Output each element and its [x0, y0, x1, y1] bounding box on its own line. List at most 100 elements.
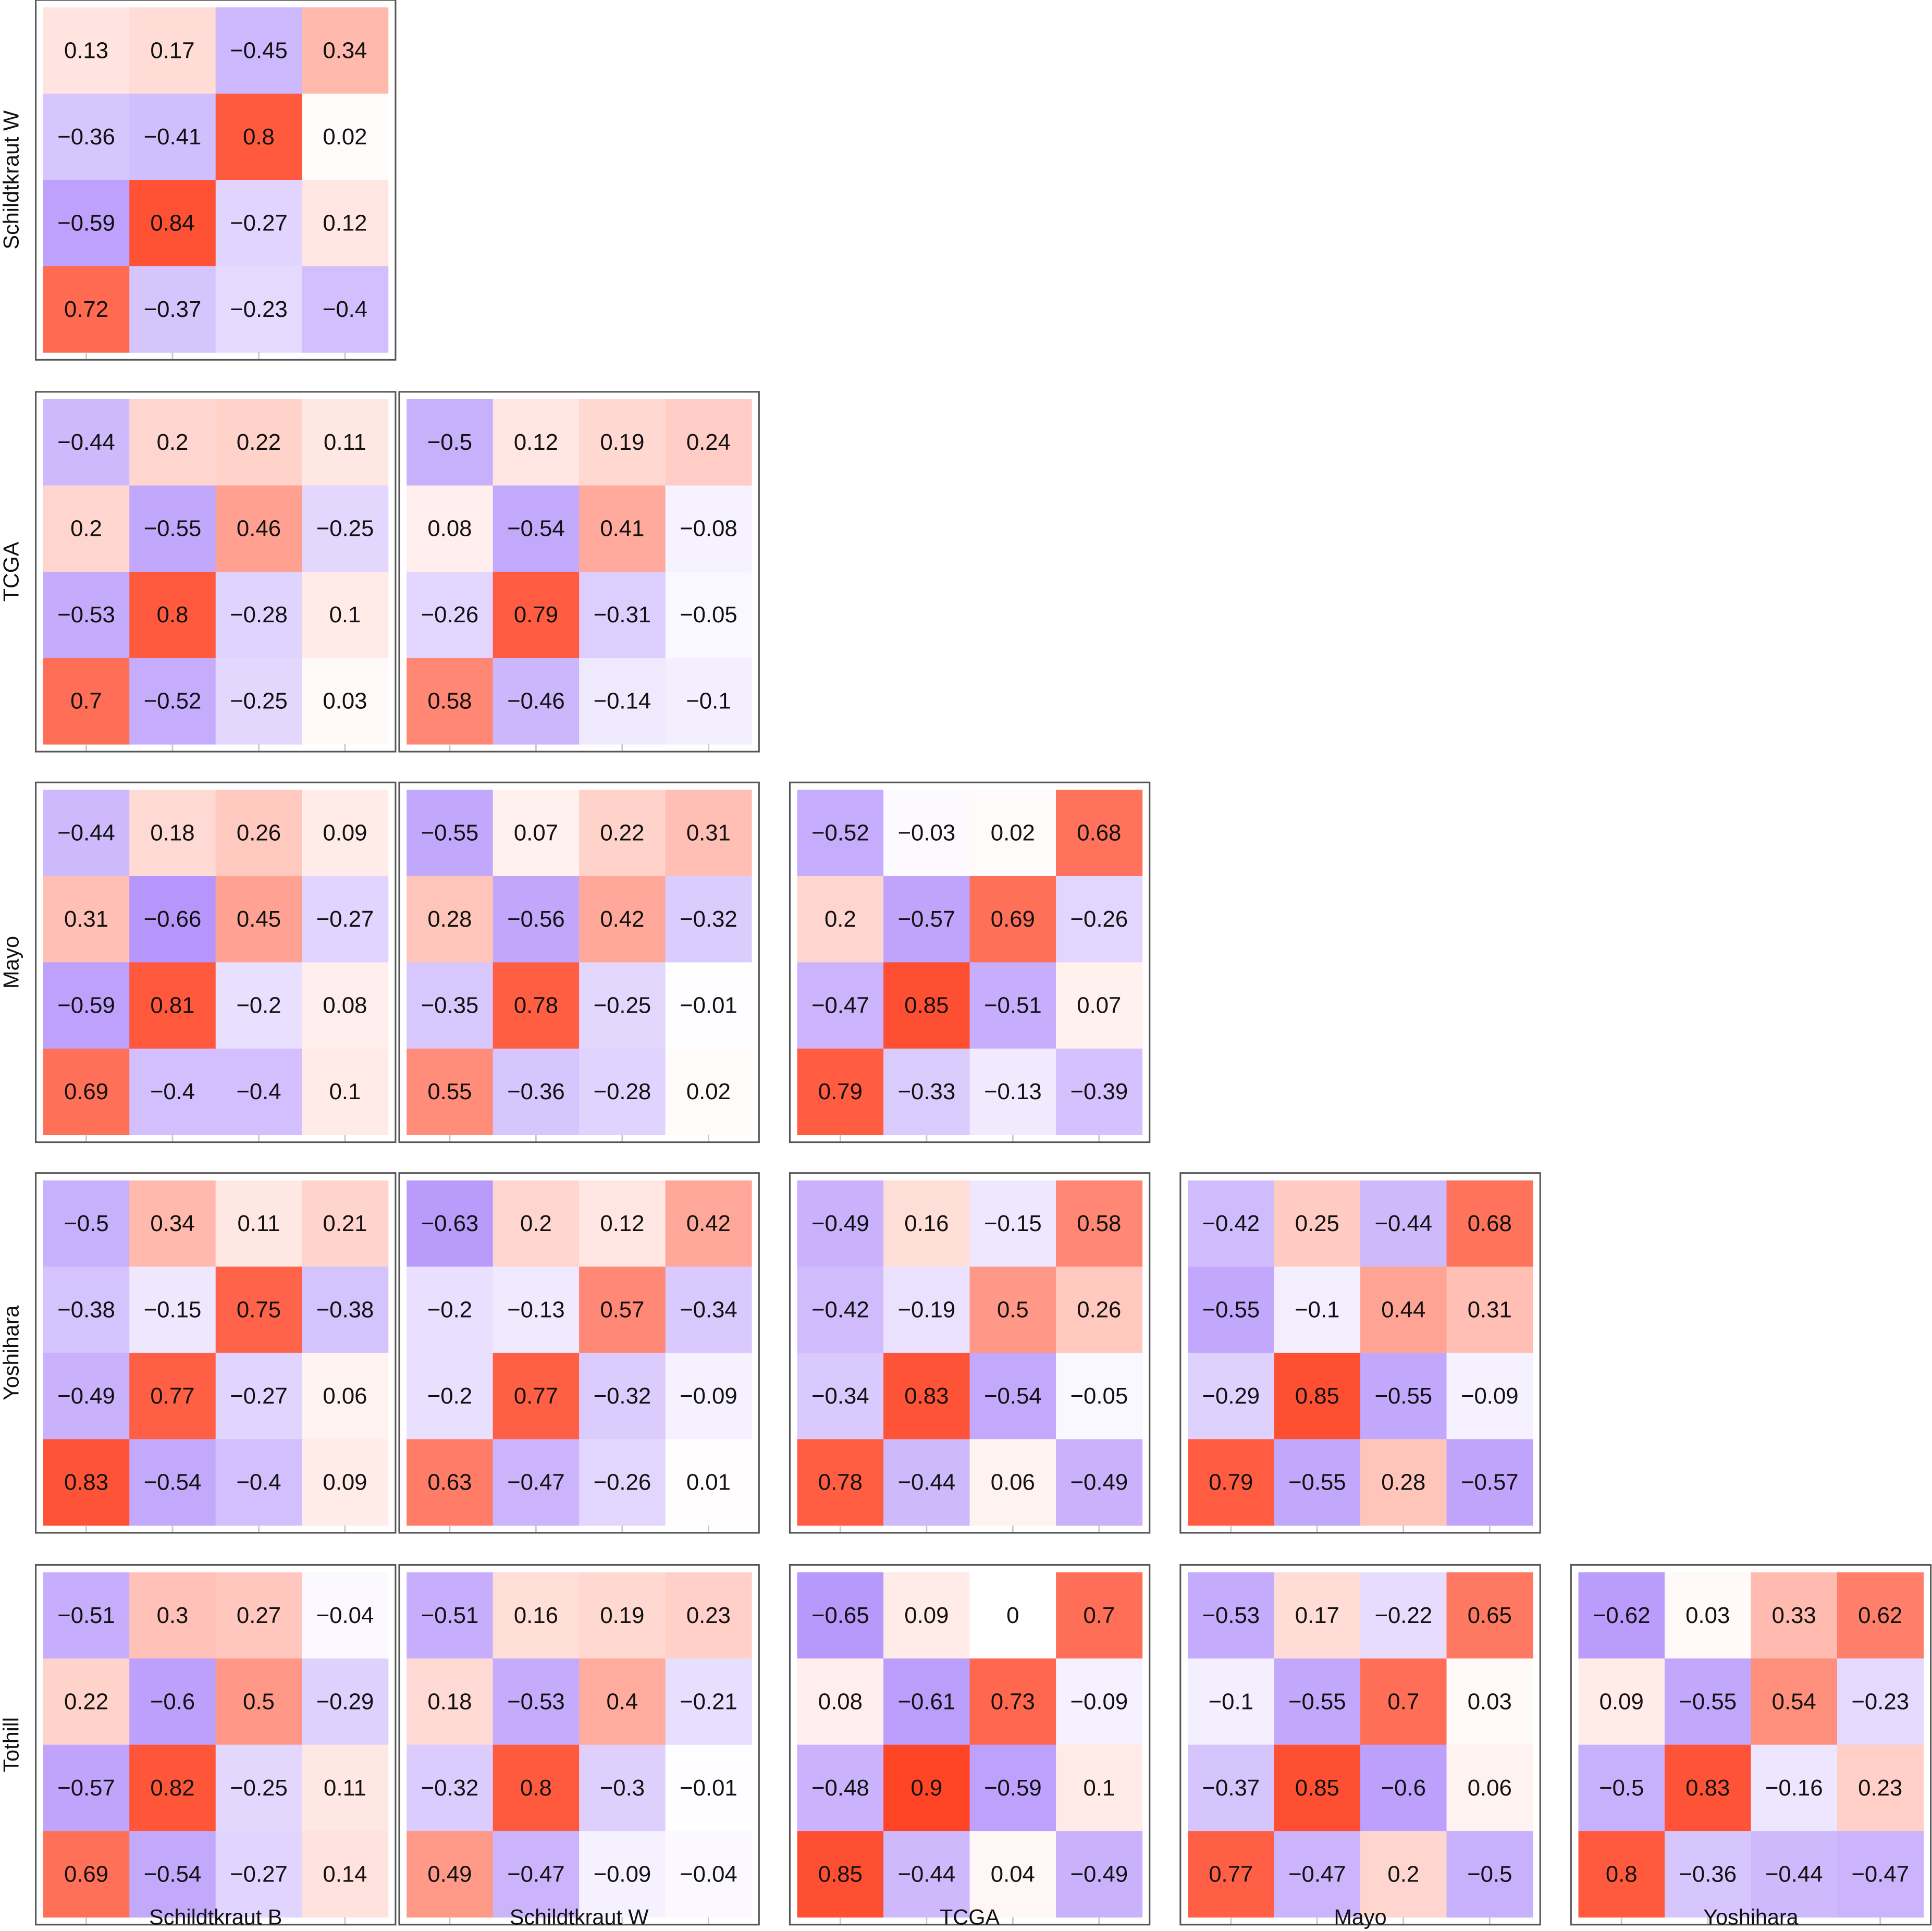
cell-value-label: −0.56 [507, 906, 565, 932]
cell-value-label: 0.72 [64, 297, 108, 322]
cell-value-label: 0.69 [991, 906, 1035, 932]
heatmap-cell [215, 790, 302, 877]
cell-value-label: −0.27 [316, 906, 374, 932]
heatmap-cell [665, 1266, 752, 1354]
heatmap-panel-3: −0.44 0.18 0.26 0.09 0.31 −0.66 0.45 −0.27 −0.59… [35, 781, 397, 1143]
cell-value-label: −0.05 [680, 602, 737, 628]
cell-value-label: −0.47 [1851, 1861, 1909, 1887]
cell-value-label: 0.54 [1772, 1689, 1816, 1714]
cell-value-label: 0.83 [64, 1470, 108, 1495]
cell-value-label: −0.47 [507, 1470, 565, 1495]
row-label: Mayo [0, 936, 23, 989]
cell-value-label: −0.63 [421, 1211, 479, 1236]
heatmap-cell [969, 1572, 1056, 1659]
heatmap-cell [1446, 1658, 1533, 1745]
heatmap-cell [579, 1048, 666, 1135]
cell-value-label: −0.34 [811, 1383, 869, 1409]
heatmap-cell [1056, 1180, 1143, 1267]
heatmap-cell [1751, 1572, 1838, 1659]
heatmap-cell [215, 399, 302, 486]
cell-value-label: 0.78 [818, 1470, 863, 1495]
cell-value-label: 0.85 [1295, 1383, 1339, 1409]
cell-value-label: −0.47 [811, 993, 869, 1018]
cell-value-label: −0.57 [898, 906, 956, 932]
cell-value-label: −0.22 [1374, 1603, 1432, 1628]
cell-value-label: −0.28 [230, 602, 288, 628]
heatmap-cell [407, 658, 494, 745]
heatmap-cell [43, 1352, 130, 1440]
cell-value-label: 0.12 [323, 210, 367, 236]
heatmap-cell [43, 266, 130, 353]
column-label: Schildtkraut W [510, 1905, 649, 1929]
cell-value-label: −0.49 [1070, 1470, 1128, 1495]
cell-value-label: 0.77 [150, 1383, 194, 1409]
heatmap-cell [493, 571, 580, 659]
row-label: Yoshihara [0, 1306, 23, 1400]
cell-value-label: 0.65 [1468, 1603, 1512, 1628]
cell-value-label: −0.09 [594, 1861, 651, 1887]
heatmap-cell [969, 1658, 1056, 1745]
cell-value-label: −0.55 [1288, 1689, 1346, 1714]
cell-value-label: 0.34 [323, 38, 367, 63]
cell-value-label: 0.27 [237, 1603, 281, 1628]
cell-value-label: 0.7 [70, 688, 102, 714]
heatmap-cell [665, 485, 752, 572]
heatmap-cell [883, 1048, 970, 1135]
heatmap-cell [797, 962, 884, 1049]
cell-value-label: −0.36 [57, 124, 115, 150]
heatmap-cell [797, 1352, 884, 1440]
cell-value-label: 0.58 [427, 688, 472, 714]
heatmap-cell [43, 1831, 130, 1918]
column-label: Yoshihara [1703, 1905, 1798, 1929]
cell-value-label: −0.31 [594, 602, 651, 628]
cell-value-label: 0.11 [324, 429, 366, 455]
cell-value-label: 0.34 [150, 1211, 194, 1236]
column-label: Mayo [1334, 1905, 1386, 1929]
cell-value-label: −0.27 [230, 1861, 288, 1887]
heatmap-panel-4: −0.55 0.07 0.22 0.31 0.28 −0.56 0.42 −0.32 −0.35… [398, 781, 760, 1143]
heatmap-cell [1446, 1266, 1533, 1354]
heatmap-cell [797, 876, 884, 963]
cell-value-label: −0.08 [680, 516, 737, 542]
cell-value-label: −0.29 [1202, 1383, 1260, 1409]
heatmap-cell [1751, 1744, 1838, 1831]
cell-value-label: 0.16 [904, 1211, 949, 1236]
heatmap-cell [969, 876, 1056, 963]
heatmap-cell [1360, 1439, 1447, 1526]
cell-value-label: −0.36 [1679, 1861, 1737, 1887]
heatmap-cell [43, 571, 130, 659]
cell-value-label: −0.55 [1679, 1689, 1737, 1714]
cell-value-label: 0.22 [237, 429, 281, 455]
cell-value-label: −0.15 [984, 1211, 1042, 1236]
heatmap-cell [43, 1744, 130, 1831]
cell-value-label: 0.03 [1468, 1689, 1512, 1714]
panel-frame [398, 391, 760, 753]
cell-value-label: 0.8 [1606, 1861, 1638, 1887]
cell-value-label: −0.51 [57, 1603, 115, 1628]
heatmap-cell [1446, 1352, 1533, 1440]
cell-value-label: 0.33 [1772, 1603, 1816, 1628]
heatmap-cell [493, 658, 580, 745]
heatmap-cell [493, 485, 580, 572]
cell-value-label: 0.81 [150, 993, 194, 1018]
heatmap-cell [129, 1572, 216, 1659]
heatmap-cell [797, 1180, 884, 1267]
cell-value-label: 0.68 [1077, 820, 1121, 846]
cell-value-label: −0.51 [421, 1603, 479, 1628]
heatmap-cell [1056, 1744, 1143, 1831]
heatmap-cell [1664, 1658, 1752, 1745]
cell-value-label: 0.1 [1083, 1775, 1115, 1801]
cell-value-label: −0.55 [144, 516, 202, 542]
panel-frame [789, 781, 1151, 1143]
heatmap-cell [302, 399, 389, 486]
heatmap-cell [215, 1352, 302, 1440]
cell-value-label: −0.05 [1070, 1383, 1128, 1409]
heatmap-cell [43, 485, 130, 572]
cell-value-label: 0.1 [329, 1079, 361, 1104]
cell-value-label: 0.08 [427, 516, 472, 542]
cell-value-label: 0.06 [323, 1383, 367, 1409]
cell-value-label: 0.02 [323, 124, 367, 150]
heatmap-cell [579, 658, 666, 745]
heatmap-cell [43, 399, 130, 486]
heatmap-cell [1188, 1744, 1275, 1831]
